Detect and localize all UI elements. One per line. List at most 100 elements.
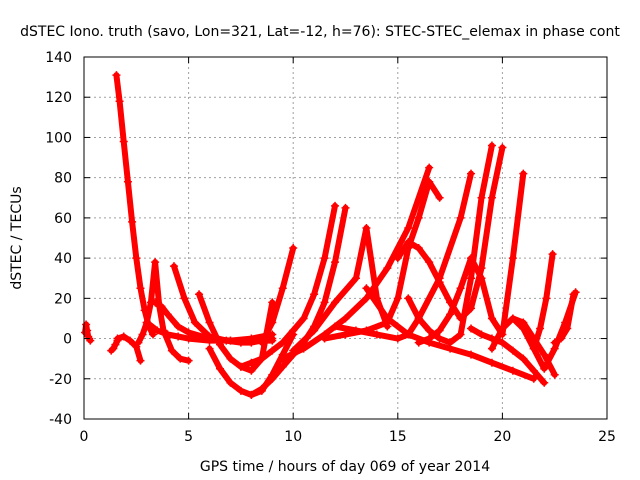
data-point (268, 346, 277, 355)
series-trace (279, 164, 433, 362)
data-point (299, 314, 308, 323)
data-series (236, 201, 340, 371)
data-series (331, 169, 476, 343)
data-point (487, 358, 496, 367)
data-point (115, 97, 124, 106)
data-point (310, 326, 319, 335)
grid (84, 57, 607, 419)
data-point (176, 354, 185, 363)
data-point (163, 330, 172, 339)
data-point (393, 294, 402, 303)
data-point (362, 223, 371, 232)
data-point (456, 330, 465, 339)
data-point (487, 193, 496, 202)
data-point (498, 143, 507, 152)
data-series (404, 141, 496, 347)
data-series (529, 250, 557, 353)
data-point (435, 326, 444, 335)
data-point (151, 298, 160, 307)
data-point (556, 334, 565, 343)
data-point (289, 346, 298, 355)
data-point (467, 254, 476, 263)
data-series (508, 288, 580, 373)
data-point (268, 374, 277, 383)
data-point (289, 326, 298, 335)
data-point (149, 330, 158, 339)
data-point (247, 390, 256, 399)
data-point (425, 326, 434, 335)
x-tick-label: 20 (493, 429, 511, 445)
data-point (508, 346, 517, 355)
x-tick-label: 5 (184, 429, 193, 445)
data-point (289, 244, 298, 253)
data-point (184, 328, 193, 337)
chart-title: dSTEC Iono. truth (savo, Lon=321, Lat=-1… (20, 24, 620, 40)
series-trace (135, 259, 192, 364)
data-point (299, 344, 308, 353)
data-point (236, 338, 245, 347)
data-point (550, 338, 559, 347)
data-point (456, 284, 465, 293)
data-series (81, 320, 95, 345)
x-tick-label: 15 (389, 429, 407, 445)
data-point (215, 340, 224, 349)
data-point (425, 334, 434, 343)
data-point (404, 223, 413, 232)
data-point (205, 318, 214, 327)
data-point (278, 338, 287, 347)
data-point (278, 284, 287, 293)
data-point (508, 366, 517, 375)
data-point (414, 314, 423, 323)
y-tick-labels: -40 -20 0 20 40 60 80 100 120 140 (45, 50, 72, 428)
data-point (435, 278, 444, 287)
data-point (331, 298, 340, 307)
data-point (435, 193, 444, 202)
data-point (404, 330, 413, 339)
x-tick-labels: 0 5 10 15 20 25 (80, 429, 616, 445)
data-point (215, 364, 224, 373)
data-point (362, 294, 371, 303)
data-point (477, 193, 486, 202)
data-point (425, 163, 434, 172)
data-point (487, 344, 496, 353)
data-point (136, 284, 145, 293)
data-point (320, 298, 329, 307)
data-point (529, 344, 538, 353)
data-point (268, 334, 277, 343)
data-point (257, 354, 266, 363)
data-point (519, 169, 528, 178)
data-point (414, 338, 423, 347)
data-point (540, 350, 549, 359)
data-point (498, 338, 507, 347)
data-point (222, 336, 231, 345)
series-trace (551, 291, 577, 346)
data-point (109, 344, 118, 353)
data-point (247, 366, 256, 375)
data-point (205, 344, 214, 353)
data-point (540, 364, 549, 373)
data-point (157, 302, 166, 311)
data-point (341, 314, 350, 323)
data-point (112, 71, 121, 80)
data-point (529, 374, 538, 383)
data-point (404, 294, 413, 303)
data-point (331, 322, 340, 331)
data-point (331, 201, 340, 210)
data-point (550, 370, 559, 379)
data-point (341, 330, 350, 339)
data-point (519, 354, 528, 363)
data-point (138, 330, 147, 339)
y-tick-label: 60 (54, 211, 72, 227)
data-point (123, 177, 132, 186)
data-point (119, 332, 128, 341)
data-point (226, 378, 235, 387)
data-point (467, 350, 476, 359)
x-axis-label: GPS time / hours of day 069 of year 2014 (200, 459, 490, 475)
series-trace (108, 337, 121, 354)
data-point (167, 346, 176, 355)
data-point (236, 386, 245, 395)
data-point (529, 366, 538, 375)
data-point (82, 320, 91, 329)
ticks (83, 56, 608, 420)
data-point (226, 354, 235, 363)
